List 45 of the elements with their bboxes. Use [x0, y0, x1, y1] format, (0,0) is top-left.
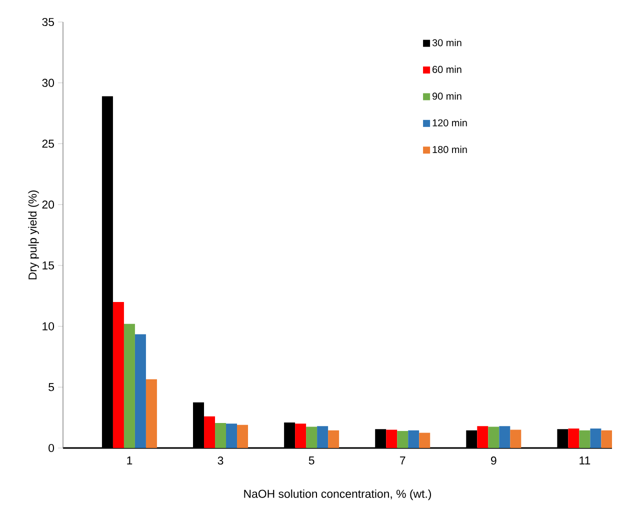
bar: [488, 426, 500, 448]
x-tick-label: 1: [127, 456, 132, 464]
legend-label: 120 min: [432, 119, 467, 126]
bar: [386, 430, 398, 448]
legend-label: 180 min: [432, 146, 467, 154]
bar: [204, 416, 216, 448]
bar: [237, 424, 248, 448]
bar: [124, 324, 135, 448]
y-tick-label: 25: [42, 140, 54, 148]
x-tick-label: 7: [400, 456, 406, 464]
legend-label: 60 min: [432, 66, 462, 73]
y-tick-label: 15: [42, 261, 54, 270]
y-tick-label: 20: [42, 200, 54, 209]
bar: [568, 428, 580, 448]
bar: [397, 430, 408, 448]
bar: [306, 426, 318, 448]
bar: [408, 430, 420, 448]
bar: [419, 432, 430, 448]
y-tick-label: 35: [42, 18, 54, 26]
x-axis-title: NaOH solution concentration, % (wt.): [244, 489, 432, 500]
bar: [295, 424, 306, 448]
bar: [579, 430, 590, 448]
x-tick-label: 5: [308, 456, 314, 465]
y-tick-label: 30: [42, 78, 54, 87]
x-tick-label: 11: [580, 456, 590, 464]
bar: [226, 424, 238, 448]
bar: [590, 428, 602, 448]
bar: [134, 334, 146, 448]
y-tick-label: 0: [48, 444, 54, 452]
bar: [499, 426, 510, 448]
x-tick-label: 3: [218, 456, 224, 465]
x-tick-label: 9: [490, 456, 496, 465]
bar: [601, 430, 612, 448]
bar: [215, 423, 226, 448]
bar: [328, 430, 340, 448]
bar: [112, 302, 124, 448]
y-axis-title: Dry pulp yield (%): [28, 190, 39, 280]
y-tick-label: 10: [42, 322, 54, 330]
bar: [146, 379, 157, 448]
y-tick-label: 5: [48, 383, 54, 392]
bar: [477, 426, 488, 448]
bar: [510, 430, 522, 448]
legend-label: 90 min: [432, 92, 462, 100]
legend-label: 30 min: [432, 38, 462, 46]
bar: [317, 426, 328, 448]
